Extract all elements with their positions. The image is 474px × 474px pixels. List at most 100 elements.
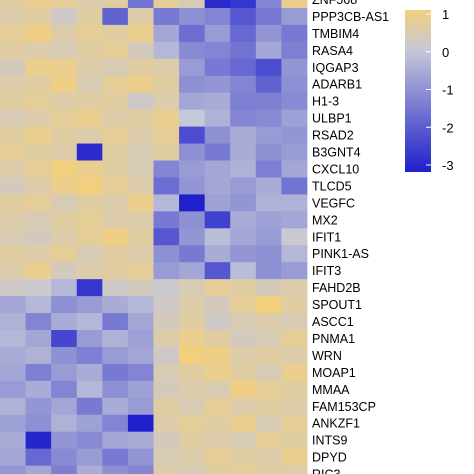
heatmap-cell xyxy=(153,346,180,365)
heatmap-cell xyxy=(179,296,206,314)
heatmap-cell xyxy=(76,431,103,450)
heatmap-cell xyxy=(179,24,206,43)
row-label: TLCD5 xyxy=(312,179,352,193)
heatmap-cell xyxy=(204,448,231,466)
heatmap-cell xyxy=(0,397,26,416)
row-label: RASA4 xyxy=(312,44,353,58)
heatmap-cell xyxy=(230,24,257,43)
heatmap-cell xyxy=(230,92,257,111)
heatmap-cell xyxy=(25,414,52,433)
heatmap-cell xyxy=(255,465,282,474)
heatmap-cell xyxy=(127,262,154,280)
heatmap-cell xyxy=(153,92,180,111)
heatmap-cell xyxy=(153,143,180,161)
heatmap-cell xyxy=(51,448,78,466)
heatmap-cell xyxy=(25,346,52,365)
heatmap-cell xyxy=(255,245,282,263)
heatmap-cell xyxy=(127,143,154,161)
heatmap-cell xyxy=(25,7,52,26)
heatmap-cell xyxy=(281,75,308,94)
heatmap-cell xyxy=(255,279,282,297)
legend-tick-label: -3 xyxy=(442,158,454,173)
row-label: ANKZF1 xyxy=(312,417,360,431)
heatmap-cell xyxy=(0,448,26,466)
heatmap-cell xyxy=(179,92,206,111)
heatmap-cell xyxy=(281,58,308,77)
heatmap-cell xyxy=(281,109,308,127)
heatmap-cell xyxy=(51,211,78,229)
heatmap-cell xyxy=(0,414,26,433)
heatmap-cell xyxy=(204,245,231,263)
heatmap-cell xyxy=(179,41,206,60)
heatmap-cell xyxy=(255,7,282,26)
heatmap-cell xyxy=(127,24,154,43)
heatmap-cell xyxy=(153,363,180,382)
heatmap-cell xyxy=(204,380,231,399)
heatmap-cell xyxy=(102,448,129,466)
heatmap-cell xyxy=(76,313,103,331)
heatmap-cell xyxy=(102,126,129,144)
heatmap-cell xyxy=(281,363,308,382)
heatmap-cell xyxy=(102,245,129,263)
heatmap-cell xyxy=(204,279,231,297)
heatmap-cell xyxy=(51,431,78,450)
heatmap-cell xyxy=(230,7,257,26)
heatmap-cell xyxy=(153,228,180,246)
heatmap-cell xyxy=(127,313,154,331)
heatmap-cell xyxy=(127,363,154,382)
heatmap-cell xyxy=(102,160,129,178)
heatmap-cell xyxy=(127,75,154,94)
heatmap-cell xyxy=(102,7,129,26)
heatmap-cell xyxy=(102,177,129,195)
heatmap-cell xyxy=(153,126,180,144)
heatmap-cell xyxy=(179,177,206,195)
heatmap-cell xyxy=(204,92,231,111)
heatmap-cell xyxy=(230,177,257,195)
heatmap-cell xyxy=(102,279,129,297)
heatmap-cell xyxy=(0,465,26,474)
heatmap-cell xyxy=(25,465,52,474)
heatmap-cell xyxy=(51,296,78,314)
heatmap-cell xyxy=(127,7,154,26)
heatmap-cell xyxy=(51,160,78,178)
heatmap-cell xyxy=(76,380,103,399)
heatmap-cell xyxy=(25,0,52,9)
heatmap-cell xyxy=(76,296,103,314)
heatmap-cell xyxy=(204,397,231,416)
heatmap-cell xyxy=(0,41,26,60)
heatmap-cell xyxy=(102,228,129,246)
heatmap-cell xyxy=(25,92,52,111)
row-label: VEGFC xyxy=(312,196,355,210)
heatmap-cell xyxy=(153,397,180,416)
heatmap-cell xyxy=(25,380,52,399)
heatmap-cell xyxy=(281,7,308,26)
heatmap-cell xyxy=(102,92,129,111)
heatmap-cell xyxy=(179,262,206,280)
heatmap-cell xyxy=(153,160,180,178)
heatmap-cell xyxy=(0,346,26,365)
heatmap-cell xyxy=(255,143,282,161)
heatmap-cell xyxy=(0,330,26,348)
heatmap-cell xyxy=(51,92,78,111)
heatmap-grid xyxy=(0,0,308,474)
heatmap-cell xyxy=(230,397,257,416)
row-label: FAHD2B xyxy=(312,281,361,295)
heatmap-cell xyxy=(281,177,308,195)
color-legend: 1 0 -1 -2 -3 xyxy=(405,7,454,173)
heatmap-cell xyxy=(255,431,282,450)
heatmap-cell xyxy=(179,380,206,399)
heatmap-cell xyxy=(51,75,78,94)
heatmap-cell xyxy=(51,245,78,263)
heatmap-cell xyxy=(230,279,257,297)
heatmap-cell xyxy=(127,228,154,246)
heatmap-cell xyxy=(25,448,52,466)
heatmap-cell xyxy=(76,75,103,94)
heatmap-cell xyxy=(102,397,129,416)
heatmap-cell xyxy=(179,313,206,331)
heatmap-cell xyxy=(230,296,257,314)
row-label: WRN xyxy=(312,349,342,363)
heatmap-cell xyxy=(25,24,52,43)
heatmap-cell xyxy=(76,126,103,144)
heatmap-cell xyxy=(153,431,180,450)
heatmap-cell xyxy=(25,143,52,161)
